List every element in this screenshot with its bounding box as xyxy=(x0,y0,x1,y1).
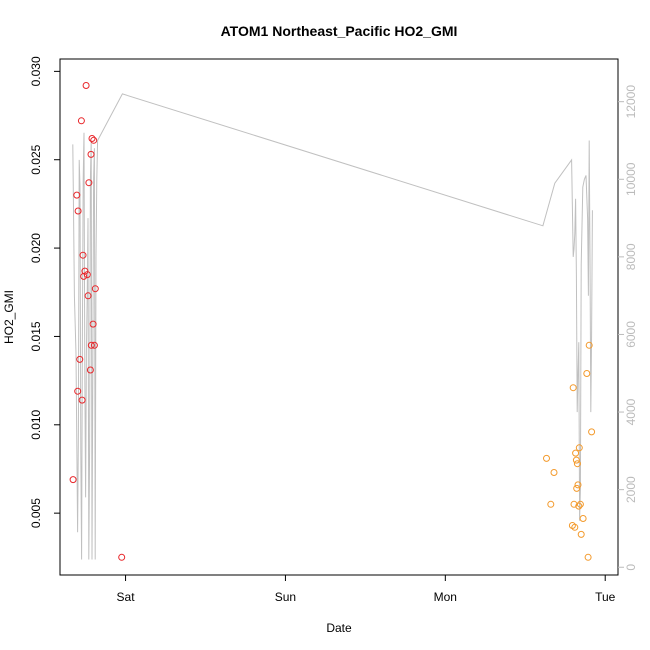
data-point-orange xyxy=(577,530,585,538)
data-point-red xyxy=(88,135,96,142)
data-point-red xyxy=(82,82,90,89)
data-point-orange xyxy=(543,454,550,462)
data-point-red xyxy=(78,396,86,404)
data-point-red xyxy=(89,320,97,328)
data-point-orange xyxy=(573,484,581,492)
data-point-red xyxy=(87,341,95,349)
y2-tick-label: 10000 xyxy=(624,162,638,196)
data-point-orange xyxy=(547,500,555,508)
data-point-red xyxy=(118,553,126,561)
altitude-line-layer xyxy=(72,93,593,560)
x-tick-label: Sun xyxy=(275,590,296,604)
x-tick-label: Mon xyxy=(434,590,457,604)
data-point-orange xyxy=(572,456,580,464)
data-point-red xyxy=(69,476,77,484)
data-point-orange xyxy=(573,460,581,468)
data-point-red xyxy=(91,285,99,293)
data-point-red xyxy=(74,207,82,215)
data-point-red xyxy=(73,191,81,199)
chart-title: ATOM1 Northeast_Pacific HO2_GMI xyxy=(221,23,458,39)
altitude-line xyxy=(72,93,593,560)
y-axis-label: HO2_GMI xyxy=(2,290,16,344)
y2-tick-label: 6000 xyxy=(624,321,638,348)
data-point-red xyxy=(90,136,98,144)
data-point-red xyxy=(86,366,94,374)
y-tick-label: 0.005 xyxy=(29,498,43,528)
data-point-orange xyxy=(575,502,583,510)
y2-tick-label: 4000 xyxy=(624,398,638,425)
data-point-orange xyxy=(574,481,582,489)
y-tick-label: 0.025 xyxy=(29,144,43,174)
y2-tick-label: 12000 xyxy=(624,85,638,119)
data-point-orange xyxy=(588,428,596,436)
data-point-orange xyxy=(583,370,591,377)
data-point-orange xyxy=(569,384,577,392)
data-point-red xyxy=(79,251,87,259)
data-point-orange xyxy=(585,341,593,349)
y-tick-label: 0.030 xyxy=(29,56,43,86)
y-tick-label: 0.015 xyxy=(29,321,43,351)
data-point-orange xyxy=(550,469,558,476)
y2-tick-label: 0 xyxy=(624,564,638,571)
data-point-orange xyxy=(572,449,580,457)
data-point-orange xyxy=(575,444,583,452)
data-point-orange xyxy=(579,515,587,522)
data-point-red xyxy=(81,267,89,275)
data-point-red xyxy=(74,387,82,395)
data-point-red xyxy=(83,271,91,279)
x-axis-label: Date xyxy=(326,621,352,635)
data-point-orange xyxy=(584,553,592,561)
y2-tick-label: 8000 xyxy=(624,243,638,270)
y-tick-label: 0.020 xyxy=(29,233,43,263)
y-tick-label: 0.010 xyxy=(29,409,43,439)
data-point-red xyxy=(87,150,95,158)
data-point-red xyxy=(90,341,98,349)
data-point-orange xyxy=(571,523,579,531)
axes-layer: Sat Sun Mon Tue 0.005 0.010 0.015 0.020 0.025 0.0… xyxy=(29,56,638,604)
data-points-layer xyxy=(69,82,596,561)
data-point-red xyxy=(76,355,84,363)
x-tick-label: Sat xyxy=(117,590,136,604)
data-point-red xyxy=(84,292,92,300)
data-point-red xyxy=(77,117,85,125)
data-point-red xyxy=(85,179,93,187)
y2-tick-label: 2000 xyxy=(624,476,638,503)
data-point-red xyxy=(80,272,88,280)
data-point-orange xyxy=(576,500,584,508)
x-tick-label: Tue xyxy=(595,590,616,604)
